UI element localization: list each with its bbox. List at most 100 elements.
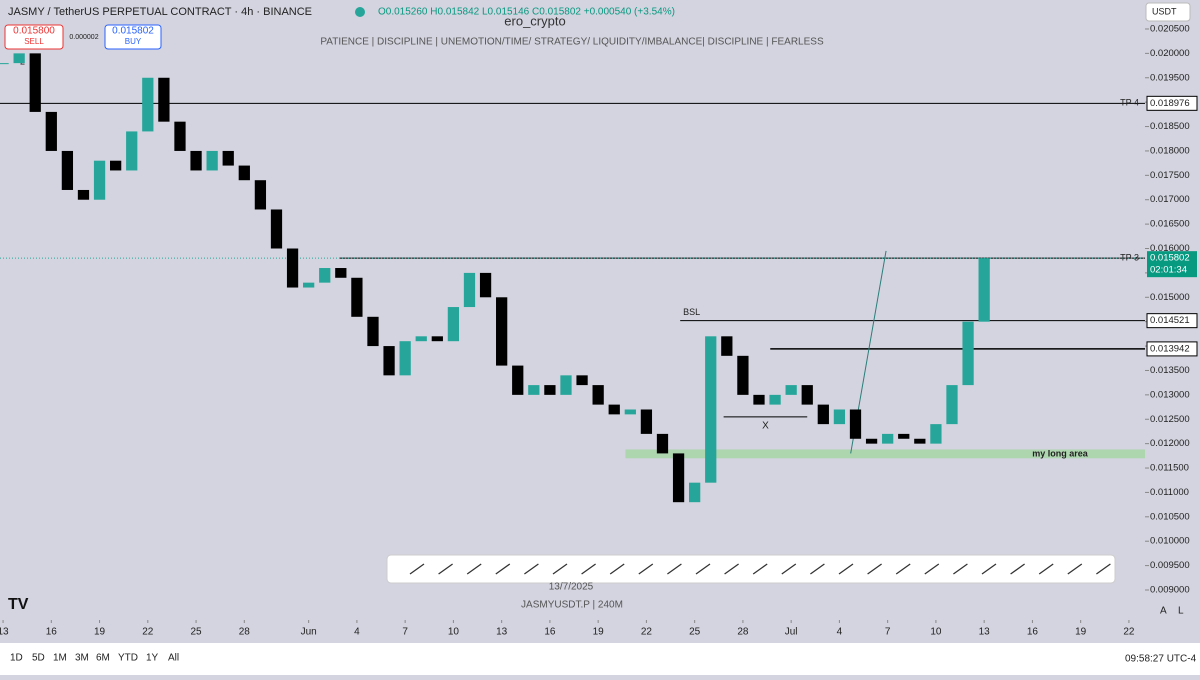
- buy-label: BUY: [125, 37, 142, 46]
- candle: [110, 160, 122, 171]
- tool-icon[interactable]: [581, 563, 596, 575]
- candle: [753, 394, 765, 405]
- range-button[interactable]: YTD: [118, 653, 138, 664]
- candle: [496, 297, 508, 366]
- candle: [576, 375, 588, 386]
- tool-icon[interactable]: [724, 563, 739, 575]
- tool-icon[interactable]: [466, 563, 482, 575]
- tool-icon[interactable]: [1038, 563, 1054, 575]
- tool-icon[interactable]: [924, 563, 940, 575]
- candle: [61, 150, 74, 190]
- tool-icon[interactable]: [810, 563, 825, 575]
- range-button[interactable]: 1Y: [146, 653, 159, 664]
- candle: [463, 272, 476, 308]
- candle: [190, 150, 202, 171]
- x-tick-label: 25: [190, 627, 202, 638]
- candle: [479, 272, 492, 298]
- candle: [174, 121, 186, 151]
- tool-icon[interactable]: [552, 563, 568, 575]
- marker-label: X: [762, 420, 769, 431]
- x-tick-label: 7: [885, 627, 891, 638]
- x-tick-label: 19: [593, 627, 605, 638]
- y-tick-label: 0.016000: [1150, 243, 1190, 254]
- tool-icon[interactable]: [409, 563, 425, 575]
- tool-icon[interactable]: [981, 563, 997, 575]
- range-button[interactable]: 1M: [53, 653, 67, 664]
- currency-select[interactable]: [1145, 2, 1191, 22]
- x-tick-label: 7: [402, 627, 408, 638]
- sell-button[interactable]: [4, 24, 64, 50]
- candle: [656, 433, 669, 454]
- y-tick-label: 0.016500: [1150, 219, 1190, 230]
- candle: [512, 365, 524, 395]
- candle: [45, 111, 57, 151]
- tool-icon[interactable]: [867, 563, 882, 575]
- motto: PATIENCE | DISCIPLINE | UNEMOTION/TIME/ …: [320, 37, 824, 48]
- candle: [158, 77, 170, 122]
- x-tick-label: 19: [94, 627, 106, 638]
- scale-button[interactable]: L: [1178, 606, 1184, 617]
- sell-label: SELL: [24, 37, 44, 46]
- candle: [270, 209, 283, 249]
- x-tick-label: 22: [1123, 627, 1135, 638]
- long-zone: [625, 449, 1145, 459]
- tool-icon[interactable]: [438, 563, 453, 575]
- symbol-title: JASMY / TetherUS PERPETUAL CONTRACT · 4h…: [8, 6, 312, 18]
- level-tag: [1146, 95, 1198, 111]
- price-tag: [1147, 251, 1197, 278]
- candle: [238, 165, 250, 181]
- symbol-note: JASMYUSDT.P | 240M: [521, 600, 623, 611]
- candle: [978, 258, 990, 322]
- tool-icon[interactable]: [695, 563, 711, 575]
- tool-icon[interactable]: [667, 563, 682, 575]
- x-tick-label: 13: [979, 627, 991, 638]
- candle: [29, 53, 41, 112]
- candle: [319, 268, 331, 283]
- y-tick-label: 0.013000: [1150, 389, 1190, 400]
- candle: [962, 321, 974, 386]
- x-tick-label: 22: [641, 627, 653, 638]
- candle: [737, 355, 749, 395]
- y-tick-label: 0.010000: [1150, 536, 1190, 547]
- level-name: BSL: [683, 307, 700, 317]
- x-tick-label: 28: [239, 627, 251, 638]
- level-tag-label: 0.014521: [1150, 315, 1190, 326]
- tool-icon[interactable]: [895, 563, 911, 575]
- tool-icon[interactable]: [638, 563, 654, 575]
- candle: [898, 433, 910, 439]
- range-button[interactable]: 5D: [32, 653, 45, 664]
- candle: [882, 433, 894, 444]
- x-tick-label: 10: [930, 627, 942, 638]
- tool-icon[interactable]: [1067, 563, 1083, 575]
- scale-button[interactable]: A: [1160, 606, 1167, 617]
- range-button[interactable]: All: [168, 653, 179, 664]
- candle: [142, 77, 154, 132]
- buy-button[interactable]: [104, 24, 162, 50]
- tool-icon[interactable]: [838, 563, 854, 575]
- spread: 0.000002: [69, 34, 98, 41]
- y-tick-label: 0.011500: [1150, 463, 1189, 474]
- tool-icon[interactable]: [524, 563, 539, 575]
- tool-icon[interactable]: [609, 563, 625, 575]
- clock: 09:58:27 UTC-4: [1125, 654, 1197, 665]
- y-tick-label: 0.018000: [1150, 145, 1190, 156]
- y-tick-label: 0.017000: [1150, 194, 1190, 205]
- tool-icon[interactable]: [1010, 563, 1025, 575]
- x-tick-label: 16: [544, 627, 556, 638]
- range-button[interactable]: 6M: [96, 653, 110, 664]
- tool-icon[interactable]: [495, 563, 511, 575]
- y-tick-label: 0.020000: [1150, 48, 1190, 59]
- x-tick-label: 28: [737, 627, 749, 638]
- range-button[interactable]: 1D: [10, 653, 23, 664]
- range-button[interactable]: 3M: [75, 653, 89, 664]
- tool-icon[interactable]: [1096, 563, 1111, 575]
- tool-icon[interactable]: [953, 563, 968, 575]
- tool-icon[interactable]: [781, 563, 797, 575]
- y-tick-label: 0.009000: [1150, 585, 1190, 596]
- tool-icon[interactable]: [752, 563, 768, 575]
- candle: [672, 453, 685, 503]
- candle: [528, 385, 540, 395]
- level-tag: [1146, 341, 1198, 357]
- candle: [608, 404, 620, 415]
